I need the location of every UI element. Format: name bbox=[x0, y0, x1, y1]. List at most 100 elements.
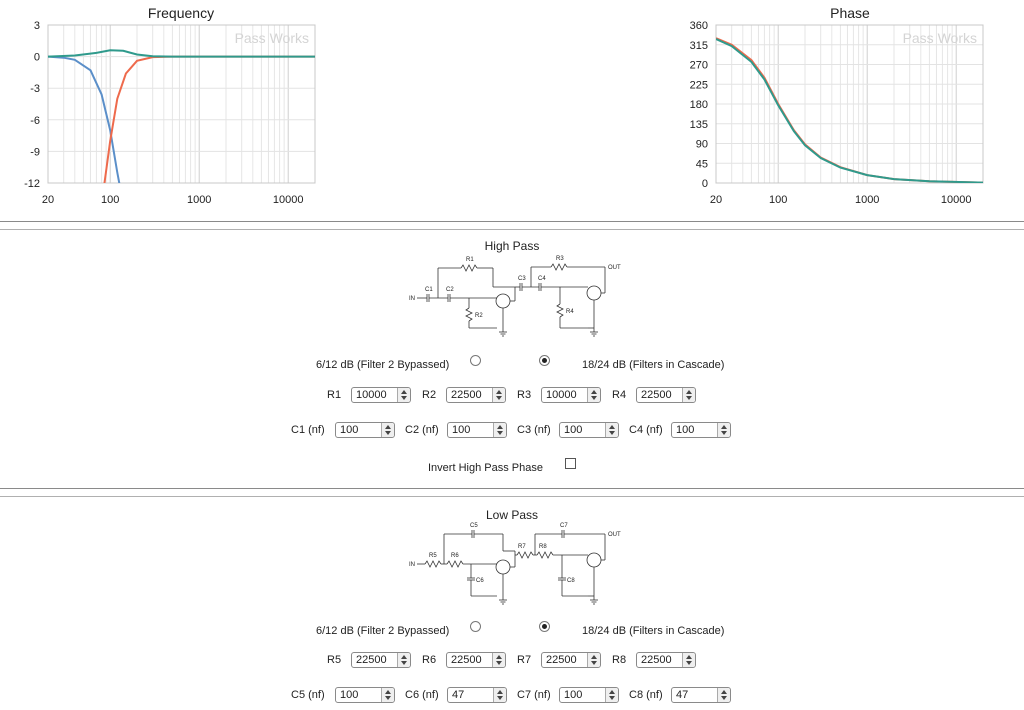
lp-c7-input[interactable]: 100 bbox=[559, 687, 619, 703]
lp-r5-input[interactable]: 22500 bbox=[351, 652, 411, 668]
schematic-r5-label: R5 bbox=[429, 553, 437, 559]
spinner-arrows[interactable] bbox=[493, 688, 506, 702]
lp-c5-input[interactable]: 100 bbox=[335, 687, 395, 703]
x-tick-label: 20 bbox=[710, 194, 722, 206]
lp-option-b-label: 18/24 dB (Filters in Cascade) bbox=[582, 625, 725, 637]
y-tick-label: -3 bbox=[30, 83, 40, 95]
lp-r6-label: R6 bbox=[422, 654, 437, 666]
hp-option-a-radio[interactable] bbox=[470, 355, 481, 366]
frequency-chart-svg: Frequency Pass Works 3 0 -3 -6 -9 -12 20 100 10… bbox=[24, 5, 316, 206]
series-line-2 bbox=[716, 38, 983, 183]
high-pass-title: High Pass bbox=[484, 239, 540, 253]
spinner-arrows[interactable] bbox=[587, 653, 600, 667]
y-tick-label: 45 bbox=[696, 158, 708, 170]
schematic-c6-label: C6 bbox=[476, 578, 484, 584]
invert-phase-label: Invert High Pass Phase bbox=[428, 462, 543, 474]
schematic-r3-label: R3 bbox=[556, 256, 564, 262]
schematic-r8-label: R8 bbox=[539, 544, 547, 550]
section-divider bbox=[0, 496, 1024, 497]
hp-r4-label: R4 bbox=[612, 389, 627, 401]
spinner-arrows[interactable] bbox=[492, 388, 505, 402]
x-tick-label: 10000 bbox=[273, 194, 304, 206]
schematic-in-label: IN bbox=[409, 296, 415, 302]
schematic-c5-label: C5 bbox=[470, 523, 478, 529]
y-tick-label: 270 bbox=[690, 60, 708, 72]
hp-r2-input[interactable]: 22500 bbox=[446, 387, 506, 403]
low-pass-title: Low Pass bbox=[485, 508, 539, 522]
section-divider bbox=[0, 229, 1024, 230]
spinner-arrows[interactable] bbox=[381, 688, 394, 702]
x-tick-label: 10000 bbox=[941, 194, 972, 206]
spinner-arrows[interactable] bbox=[397, 388, 410, 402]
spinner-arrows[interactable] bbox=[605, 688, 618, 702]
lp-c6-input[interactable]: 47 bbox=[447, 687, 507, 703]
schematic-r1-label: R1 bbox=[466, 257, 474, 263]
spinner-arrows[interactable] bbox=[682, 388, 695, 402]
lp-c8-input[interactable]: 47 bbox=[671, 687, 731, 703]
schematic-r7-label: R7 bbox=[518, 544, 526, 550]
plot-frame bbox=[47, 24, 316, 184]
spinner-arrows[interactable] bbox=[682, 653, 695, 667]
series-line-2 bbox=[103, 55, 315, 183]
lp-r8-input[interactable]: 22500 bbox=[636, 652, 696, 668]
hp-r3-input[interactable]: 10000 bbox=[541, 387, 601, 403]
y-tick-label: -12 bbox=[24, 178, 40, 190]
hp-option-a-label: 6/12 dB (Filter 2 Bypassed) bbox=[316, 359, 450, 371]
phase-watermark: Pass Works bbox=[903, 30, 977, 46]
lp-r7-input[interactable]: 22500 bbox=[541, 652, 601, 668]
y-tick-label: 0 bbox=[34, 52, 40, 64]
x-tick-label: 1000 bbox=[187, 194, 211, 206]
hp-r1-input[interactable]: 10000 bbox=[351, 387, 411, 403]
hp-c2-input[interactable]: 100 bbox=[447, 422, 507, 438]
frequency-chart-title: Frequency bbox=[148, 5, 214, 21]
spinner-arrows[interactable] bbox=[587, 388, 600, 402]
lp-c7-label: C7 (nf) bbox=[517, 689, 551, 701]
phase-chart-title: Phase bbox=[830, 5, 870, 21]
hp-c3-input[interactable]: 100 bbox=[559, 422, 619, 438]
lp-c5-label: C5 (nf) bbox=[291, 689, 325, 701]
lp-r7-label: R7 bbox=[517, 654, 532, 666]
hp-r3-label: R3 bbox=[517, 389, 532, 401]
invert-phase-checkbox[interactable] bbox=[565, 458, 576, 469]
y-tick-label: 225 bbox=[690, 79, 708, 91]
low-pass-schematic: IN R5 R6 C5 C6 R7 R8 C7 C8 OUT bbox=[409, 523, 621, 605]
y-tick-label: 0 bbox=[702, 178, 708, 190]
x-tick-label: 100 bbox=[769, 194, 787, 206]
schematic-c7-label: C7 bbox=[560, 523, 568, 529]
x-tick-label: 20 bbox=[42, 194, 54, 206]
y-tick-label: 315 bbox=[690, 40, 708, 52]
hp-r2-label: R2 bbox=[422, 389, 437, 401]
schematic-c1-label: C1 bbox=[425, 287, 433, 293]
spinner-arrows[interactable] bbox=[492, 653, 505, 667]
y-tick-label: 180 bbox=[690, 99, 708, 111]
hp-c4-label: C4 (nf) bbox=[629, 424, 663, 436]
y-tick-label: -6 bbox=[30, 115, 40, 127]
hp-c1-input[interactable]: 100 bbox=[335, 422, 395, 438]
spinner-arrows[interactable] bbox=[397, 653, 410, 667]
lp-r6-input[interactable]: 22500 bbox=[446, 652, 506, 668]
lp-c8-label: C8 (nf) bbox=[629, 689, 663, 701]
lp-option-b-radio[interactable] bbox=[539, 621, 550, 632]
spinner-arrows[interactable] bbox=[605, 423, 618, 437]
schematic-r2-label: R2 bbox=[475, 313, 483, 319]
hp-r4-input[interactable]: 22500 bbox=[636, 387, 696, 403]
hp-c3-label: C3 (nf) bbox=[517, 424, 551, 436]
phase-chart-svg: Phase Pass Works 360 315 270 225 180 135 90 45 0… bbox=[690, 5, 984, 206]
hp-option-b-radio[interactable] bbox=[539, 355, 550, 366]
spinner-arrows[interactable] bbox=[717, 423, 730, 437]
schematic-out-label: OUT bbox=[608, 265, 621, 271]
section-divider bbox=[0, 488, 1024, 489]
spinner-arrows[interactable] bbox=[381, 423, 394, 437]
y-tick-label: 360 bbox=[690, 20, 708, 32]
hp-c1-label: C1 (nf) bbox=[291, 424, 325, 436]
x-tick-label: 1000 bbox=[855, 194, 879, 206]
hp-r1-label: R1 bbox=[327, 389, 342, 401]
lp-r8-label: R8 bbox=[612, 654, 627, 666]
plot-frame bbox=[715, 24, 984, 184]
spinner-arrows[interactable] bbox=[493, 423, 506, 437]
spinner-arrows[interactable] bbox=[717, 688, 730, 702]
lp-option-a-radio[interactable] bbox=[470, 621, 481, 632]
schematic-in-label: IN bbox=[409, 562, 415, 568]
hp-c4-input[interactable]: 100 bbox=[671, 422, 731, 438]
schematic-out-label: OUT bbox=[608, 532, 621, 538]
